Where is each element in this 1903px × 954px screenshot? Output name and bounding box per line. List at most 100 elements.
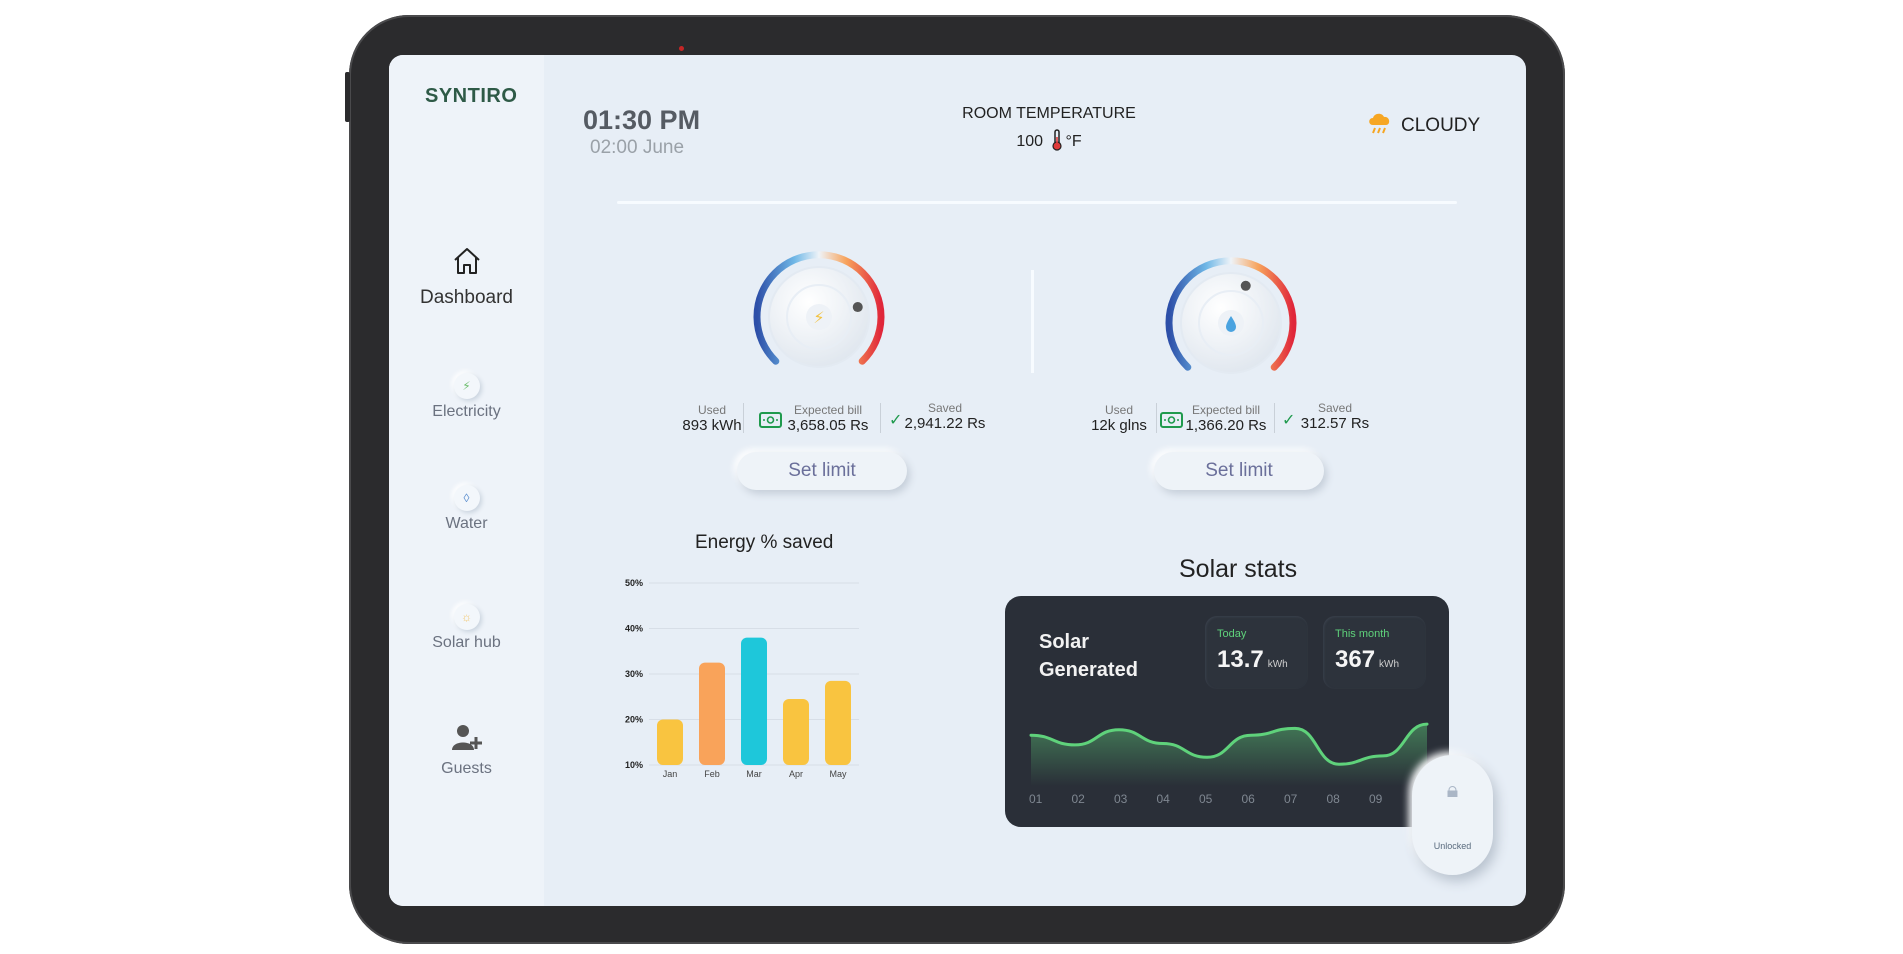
stat-value: 12k glns	[1091, 417, 1147, 434]
stat-value: 3,658.05 Rs	[787, 417, 869, 434]
solar-x-label: 06	[1241, 792, 1255, 806]
bar-mar	[741, 637, 767, 765]
dial-indicator	[1240, 280, 1251, 291]
stat-label: Saved	[1317, 401, 1353, 415]
side-button	[345, 72, 350, 122]
weather-status: CLOUDY	[1367, 111, 1480, 137]
check-icon: ✓	[1282, 412, 1296, 429]
money-icon	[1160, 412, 1183, 428]
sidebar-item-label: Water	[445, 515, 488, 532]
bolt-icon: ⚡	[453, 373, 480, 399]
water-used: Used 12k glns	[1084, 403, 1154, 434]
stat-separator	[1274, 403, 1275, 433]
water-dial[interactable]	[1152, 243, 1310, 391]
room-temperature-unit: °F	[1065, 133, 1082, 150]
solar-x-label: 04	[1156, 792, 1170, 806]
stat-separator	[743, 403, 744, 433]
sidebar-item-label: Electricity	[432, 403, 501, 420]
sun-icon: ☼	[453, 604, 480, 630]
thermometer-icon	[1052, 129, 1063, 151]
weather-label: CLOUDY	[1401, 115, 1481, 136]
room-temperature-label: ROOM TEMPERATURE	[962, 105, 1136, 122]
electricity-set-limit-button[interactable]: Set limit	[737, 452, 907, 490]
house-icon	[453, 248, 480, 274]
solar-line-chart	[1029, 722, 1429, 786]
electricity-dial[interactable]: ⚡	[740, 237, 898, 385]
y-tick-label: 50%	[625, 578, 643, 588]
cloud-rain-icon	[1369, 113, 1390, 134]
lock-icon: 🔒︎	[1446, 777, 1459, 802]
bar-may	[825, 680, 851, 765]
tile-value: 367	[1335, 646, 1376, 673]
dial-indicator	[852, 302, 863, 313]
sidebar-item-label: Dashboard	[420, 287, 513, 308]
money-icon	[759, 412, 782, 428]
stat-value: 312.57 Rs	[1300, 415, 1370, 432]
electricity-expected-bill: Expected bill 3,658.05 Rs	[782, 403, 874, 434]
solar-area	[1031, 724, 1427, 786]
lock-toggle[interactable]: 🔒︎ Unlocked	[1412, 755, 1493, 875]
y-tick-label: 20%	[625, 715, 643, 725]
room-temperature: ROOM TEMPERATURE 100 °F	[949, 105, 1149, 151]
bar-jan	[657, 719, 683, 765]
x-tick-label: Feb	[704, 769, 720, 779]
tile-unit: kWh	[1379, 659, 1400, 670]
tile-label: This month	[1335, 628, 1390, 640]
y-tick-label: 40%	[625, 624, 643, 634]
sidebar: SYNTIRO Dashboard ⚡ Electricity ◊ Water …	[389, 55, 544, 906]
stat-value: 1,366.20 Rs	[1185, 417, 1267, 434]
check-icon: ✓	[889, 412, 903, 429]
stat-separator	[880, 403, 881, 433]
water-drop-icon: ◊	[453, 485, 480, 511]
solar-x-label: 01	[1029, 792, 1043, 806]
solar-x-label: 02	[1071, 792, 1085, 806]
water-set-limit-button[interactable]: Set limit	[1154, 452, 1324, 490]
tile-unit: kWh	[1267, 659, 1288, 670]
solar-x-label: 05	[1199, 792, 1213, 806]
sidebar-item-water[interactable]: ◊ Water	[389, 485, 544, 533]
solar-stats-title: Solar stats	[1179, 555, 1298, 583]
tile-value: 13.7	[1217, 646, 1264, 673]
stat-value: 2,941.22 Rs	[904, 415, 986, 432]
room-temperature-value: 100	[1016, 133, 1044, 150]
sidebar-item-solar-hub[interactable]: ☼ Solar hub	[389, 604, 544, 652]
stat-label: Expected bill	[793, 403, 863, 417]
stat-label: Used	[1104, 403, 1133, 417]
stat-label: Saved	[927, 401, 963, 415]
solar-card-title: Solar Generated	[1039, 628, 1138, 684]
solar-today-tile: Today 13.7 kWh	[1205, 616, 1308, 689]
y-tick-label: 10%	[625, 760, 643, 770]
solar-month-tile: This month 367 kWh	[1323, 616, 1426, 689]
sidebar-item-label: Guests	[441, 760, 492, 777]
meter-divider	[1031, 270, 1034, 373]
stat-separator	[1156, 403, 1157, 433]
y-tick-label: 30%	[625, 669, 643, 679]
solar-x-label: 07	[1284, 792, 1298, 806]
sidebar-item-guests[interactable]: Guests	[389, 723, 544, 778]
add-user-icon	[451, 725, 482, 750]
lock-status: Unlocked	[1433, 841, 1472, 851]
x-tick-label: Mar	[746, 769, 762, 779]
stat-label: Expected bill	[1191, 403, 1261, 417]
solar-x-label: 08	[1326, 792, 1340, 806]
clock-date: 02:00 June	[590, 137, 685, 158]
svg-text:⚡: ⚡	[813, 310, 824, 327]
energy-chart-title: Energy % saved	[695, 532, 834, 553]
camera-dot	[679, 46, 684, 51]
electricity-saved: Saved 2,941.22 Rs	[903, 401, 987, 432]
water-saved: Saved 312.57 Rs	[1295, 401, 1375, 432]
sidebar-item-electricity[interactable]: ⚡ Electricity	[389, 373, 544, 421]
stat-value: 893 kWh	[682, 417, 742, 434]
solar-x-label: 03	[1114, 792, 1128, 806]
sidebar-item-dashboard[interactable]: Dashboard	[389, 245, 544, 309]
solar-card-title-line1: Solar	[1039, 631, 1090, 653]
electricity-used: Used 893 kWh	[675, 403, 749, 434]
energy-saved-chart: 10% 20% 30% 40% 50% Jan Feb Mar Apr May	[625, 578, 859, 779]
x-tick-label: Apr	[789, 769, 803, 779]
tile-label: Today	[1217, 628, 1247, 640]
clock-time: 01:30 PM	[583, 105, 701, 135]
x-tick-label: Jan	[663, 769, 678, 779]
brand-logo: SYNTIRO	[425, 85, 518, 107]
solar-card-title-line2: Generated	[1039, 659, 1138, 681]
solar-x-label: 09	[1369, 792, 1383, 806]
